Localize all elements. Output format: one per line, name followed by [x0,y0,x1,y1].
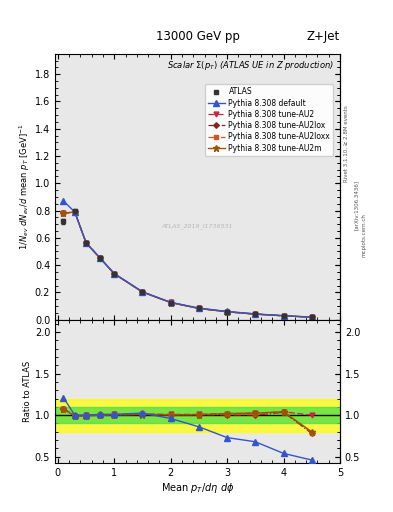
Text: Rivet 3.1.10, ≥ 2.8M events: Rivet 3.1.10, ≥ 2.8M events [344,105,349,182]
Bar [55,407,340,423]
Text: ATLAS_2019_I1736531: ATLAS_2019_I1736531 [162,224,233,229]
Text: 13000 GeV pp: 13000 GeV pp [156,30,239,43]
Legend: ATLAS, Pythia 8.308 default, Pythia 8.308 tune-AU2, Pythia 8.308 tune-AU2lox, Py: ATLAS, Pythia 8.308 default, Pythia 8.30… [205,84,333,156]
Bar [55,398,340,432]
Text: Z+Jet: Z+Jet [307,30,340,43]
Y-axis label: $1/N_{ev}\ dN_{ev}/d\ \mathrm{mean}\ p_T\ [\mathrm{GeV}]^{-1}$: $1/N_{ev}\ dN_{ev}/d\ \mathrm{mean}\ p_T… [18,123,32,250]
Text: [arXiv:1306.3436]: [arXiv:1306.3436] [354,180,359,230]
Y-axis label: Ratio to ATLAS: Ratio to ATLAS [23,361,32,422]
Text: mcplots.cern.ch: mcplots.cern.ch [362,214,367,258]
Text: Scalar $\Sigma(p_T)$ (ATLAS UE in Z production): Scalar $\Sigma(p_T)$ (ATLAS UE in Z prod… [167,59,334,72]
X-axis label: Mean $p_T/d\eta\ d\phi$: Mean $p_T/d\eta\ d\phi$ [161,481,234,495]
